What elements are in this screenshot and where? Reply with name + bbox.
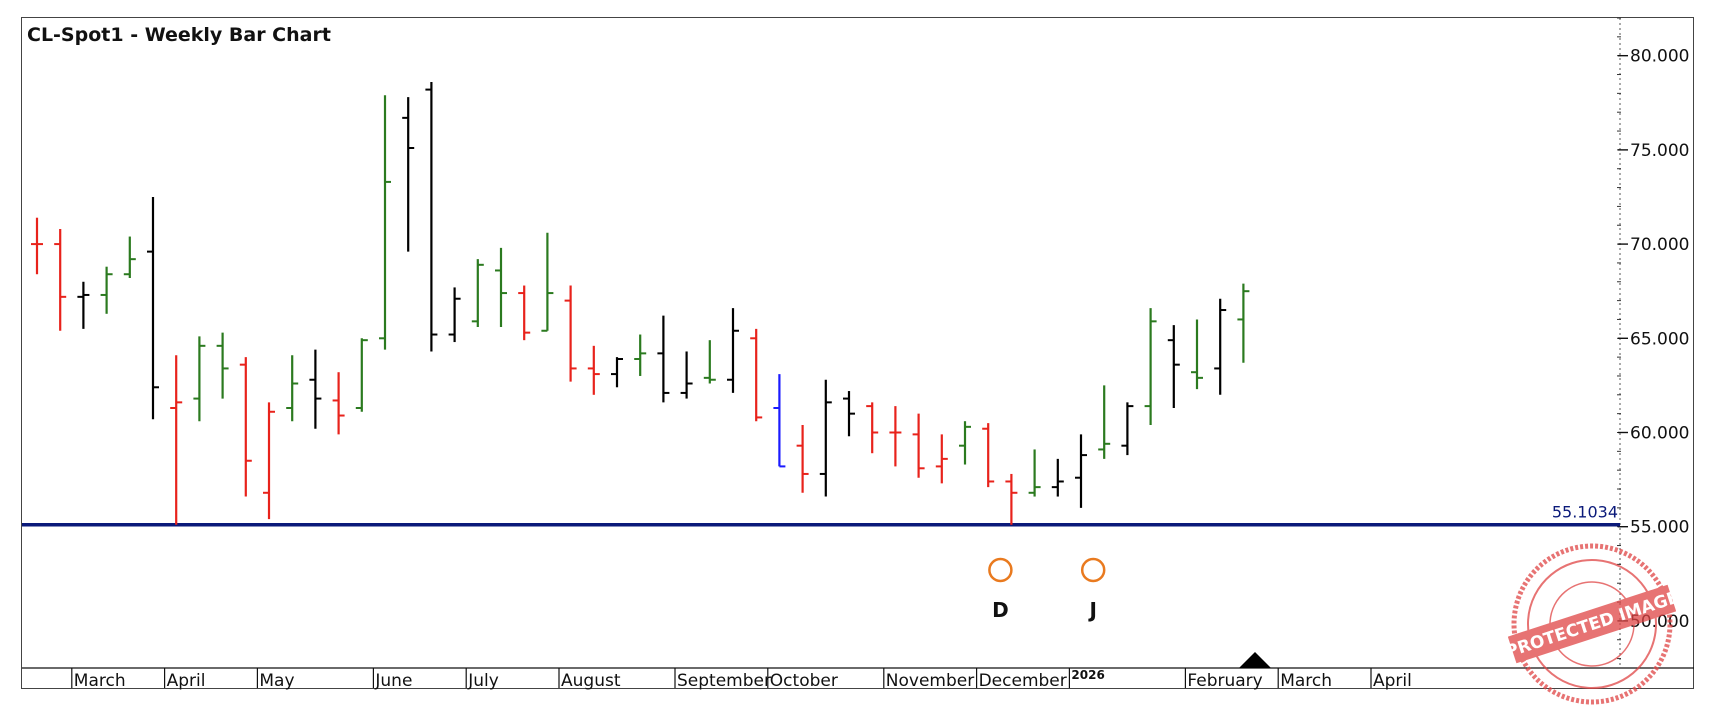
ohlc-bar: [286, 355, 299, 422]
x-month-label: November: [886, 671, 974, 691]
x-month-label: April: [1373, 671, 1412, 691]
protected-image-stamp-icon: PROTECTED IMAGE: [1508, 543, 1676, 705]
ohlc-bar: [1028, 449, 1041, 497]
ohlc-bar: [471, 259, 484, 327]
annotation-label: D: [992, 598, 1009, 622]
y-tick-label: 80.000: [1630, 47, 1689, 67]
ohlc-bar: [680, 351, 693, 399]
ohlc-bar: [495, 247, 507, 327]
ohlc-bar: [147, 196, 159, 420]
ohlc-bar: [1098, 385, 1111, 459]
ohlc-bar: [216, 332, 229, 399]
ohlc-bar: [263, 402, 275, 520]
ohlc-bar: [355, 338, 368, 412]
ohlc-bar: [239, 357, 252, 497]
ohlc-bar: [843, 391, 855, 437]
ohlc-bar: [541, 232, 554, 332]
ohlc-bar: [587, 345, 600, 395]
x-month-label: March: [1280, 671, 1332, 691]
ohlc-bar: [1121, 402, 1134, 456]
ohlc-bar: [866, 402, 879, 454]
ohlc-bar: [31, 217, 43, 275]
ohlc-bar: [727, 308, 739, 393]
ohlc-bar: [54, 229, 67, 331]
ohlc-bar: [1167, 325, 1180, 408]
chart-frame: [21, 17, 1694, 689]
ohlc-bar: [657, 315, 670, 403]
annotation-circle: [988, 557, 1013, 583]
ohlc-bar: [634, 334, 647, 376]
ohlc-bar: [564, 285, 577, 382]
ohlc-bar: [1191, 319, 1203, 390]
ohlc-bar: [448, 287, 461, 343]
ohlc-bar: [379, 95, 391, 350]
x-month-label: September: [677, 671, 771, 691]
y-tick-label: 65.000: [1630, 329, 1689, 349]
ohlc-bar: [982, 423, 995, 488]
ohlc-bar: [1237, 283, 1250, 363]
ohlc-bar: [77, 281, 90, 329]
support-line-label: 55.1034: [1552, 503, 1618, 522]
chart-title: CL-Spot1 - Weekly Bar Chart: [27, 24, 331, 46]
ohlc-bar: [611, 357, 623, 388]
ohlc-bar: [935, 434, 948, 484]
ohlc-bar: [1144, 308, 1157, 425]
ohlc-bar: [332, 372, 345, 435]
annotation-label: J: [1087, 598, 1096, 622]
x-month-label: March: [74, 671, 126, 691]
y-tick-label: 55.000: [1630, 518, 1689, 538]
x-month-label: April: [167, 671, 206, 691]
ohlc-bar: [309, 349, 322, 429]
ohlc-bar: [703, 340, 716, 384]
x-month-label: May: [259, 671, 294, 691]
ohlc-bar: [123, 236, 136, 278]
x-month-label: December: [979, 671, 1067, 691]
ohlc-bar: [750, 328, 763, 422]
ohlc-bar: [959, 421, 971, 465]
ohlc-bar: [819, 379, 832, 497]
x-month-label: August: [561, 671, 621, 691]
ohlc-bar: [402, 97, 415, 252]
ohlc-bar: [425, 82, 438, 352]
x-month-label: July: [467, 671, 499, 691]
annotation-circle: [1080, 557, 1106, 583]
x-month-label: February: [1187, 671, 1262, 691]
ohlc-bar: [889, 406, 902, 467]
y-tick-label: 70.000: [1630, 235, 1689, 255]
ohlc-bar: [796, 424, 809, 493]
x-month-label: 2026: [1071, 668, 1104, 682]
ohlc-bar: [100, 266, 113, 314]
ohlc-bar: [773, 374, 786, 468]
y-tick-label: 75.000: [1630, 141, 1689, 161]
ohlc-bar: [170, 355, 183, 525]
current-bar-marker-icon: [1239, 652, 1271, 668]
x-month-label: October: [770, 671, 838, 691]
x-month-label: June: [374, 671, 412, 691]
ohlc-bar: [1051, 458, 1064, 497]
ohlc-bar: [912, 413, 925, 478]
ohlc-bar: [1214, 298, 1227, 395]
ohlc-bar: [518, 285, 531, 341]
ohlc-bar: [193, 336, 206, 422]
ohlc-bar: [1005, 473, 1018, 525]
ohlc-bar: [1075, 434, 1087, 508]
y-tick-label: 60.000: [1630, 423, 1689, 443]
